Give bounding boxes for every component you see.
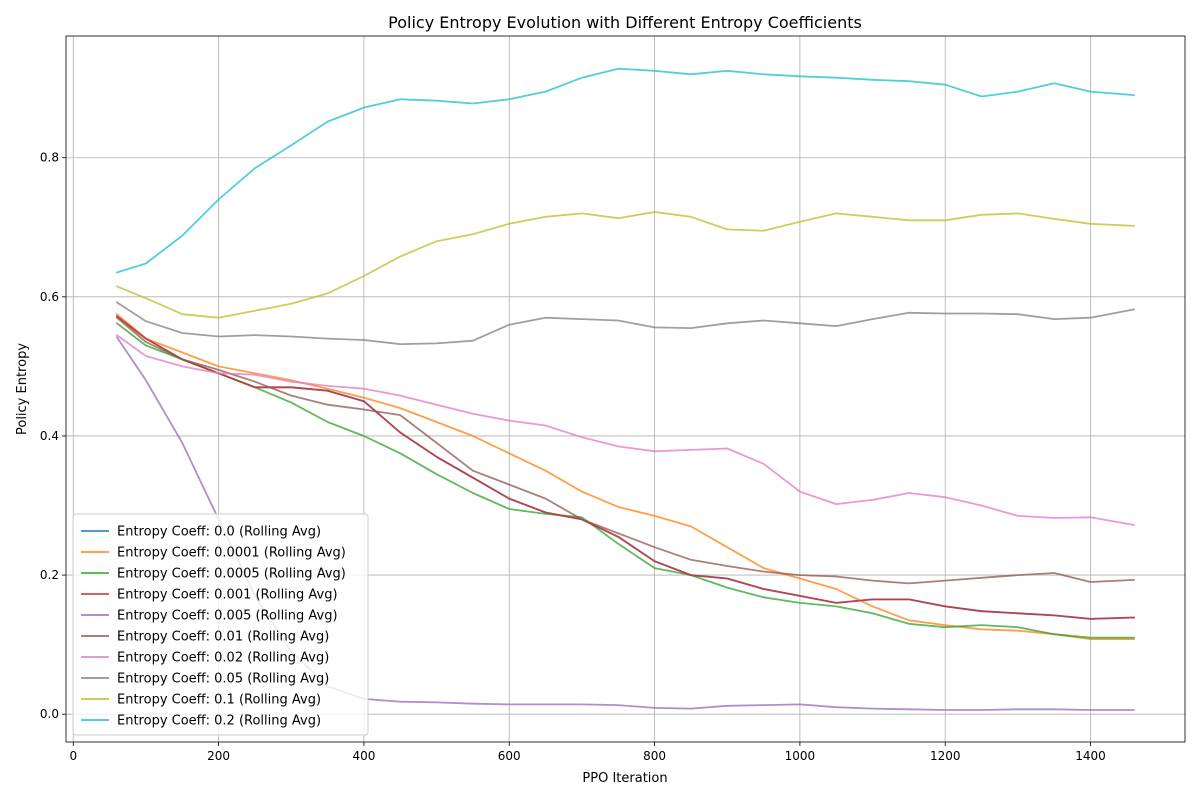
series-line <box>116 316 1135 585</box>
legend-label: Entropy Coeff: 0.1 (Rolling Avg) <box>117 693 321 708</box>
x-axis-label: PPO Iteration <box>582 771 667 786</box>
x-tick-label: 1000 <box>785 749 816 763</box>
x-tick-label: 1200 <box>930 749 961 763</box>
x-tick-label: 200 <box>207 749 230 763</box>
x-tick-label: 0 <box>69 749 77 763</box>
x-tick-label: 600 <box>498 749 521 763</box>
legend-box <box>72 513 369 736</box>
x-tick-label: 800 <box>643 749 666 763</box>
chart-title: Policy Entropy Evolution with Different … <box>388 13 862 32</box>
y-axis-ticks: 0.0 0.2 0.4 0.6 0.8 <box>40 151 66 721</box>
legend-label: Entropy Coeff: 0.001 (Rolling Avg) <box>117 588 338 603</box>
grid-lines <box>66 36 1185 742</box>
series-lines <box>116 67 1135 711</box>
legend-label: Entropy Coeff: 0.0005 (Rolling Avg) <box>117 567 346 582</box>
y-tick-label: 0.4 <box>40 429 59 443</box>
series-line <box>116 211 1135 319</box>
y-axis-label: Policy Entropy <box>15 343 30 435</box>
series-line <box>116 322 1135 639</box>
y-tick-label: 0.8 <box>40 151 59 165</box>
series-line <box>116 315 1135 620</box>
series-line <box>116 334 1135 526</box>
legend-label: Entropy Coeff: 0.2 (Rolling Avg) <box>117 714 321 729</box>
x-tick-label: 400 <box>352 749 375 763</box>
y-tick-label: 0.0 <box>40 707 59 721</box>
y-tick-label: 0.6 <box>40 290 59 304</box>
legend-label: Entropy Coeff: 0.0 (Rolling Avg) <box>117 525 321 540</box>
plot-frame <box>65 35 1186 743</box>
legend: Entropy Coeff: 0.0 (Rolling Avg) Entropy … <box>72 513 369 736</box>
legend-label: Entropy Coeff: 0.05 (Rolling Avg) <box>117 672 329 687</box>
series-line <box>116 301 1135 345</box>
legend-label: Entropy Coeff: 0.0001 (Rolling Avg) <box>117 546 346 561</box>
legend-label: Entropy Coeff: 0.005 (Rolling Avg) <box>117 609 338 624</box>
legend-label: Entropy Coeff: 0.01 (Rolling Avg) <box>117 630 329 645</box>
x-axis-ticks: 0 200 400 600 800 1000 1200 1400 <box>69 742 1106 763</box>
legend-label: Entropy Coeff: 0.02 (Rolling Avg) <box>117 651 329 666</box>
y-tick-label: 0.2 <box>40 568 59 582</box>
x-tick-label: 1400 <box>1075 749 1106 763</box>
series-line <box>116 67 1135 274</box>
